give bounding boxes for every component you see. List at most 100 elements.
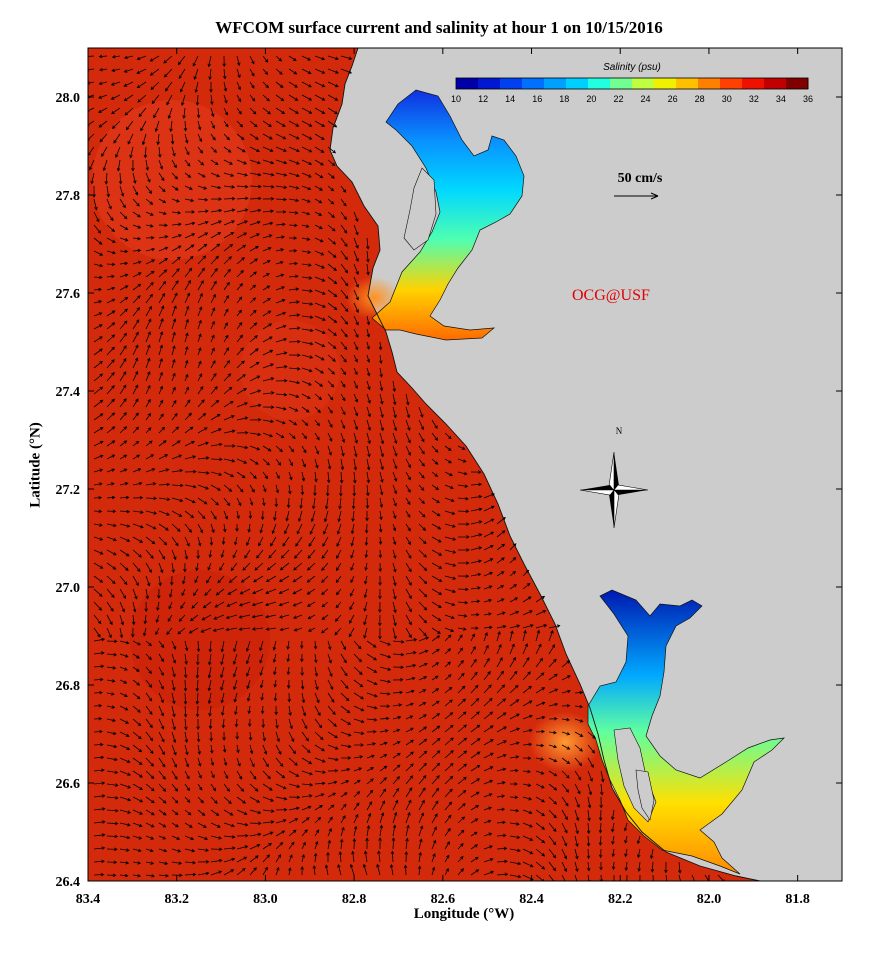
current-arrow <box>119 718 130 724</box>
current-arrow <box>418 636 430 642</box>
current-arrow <box>379 666 392 671</box>
current-arrow <box>288 484 292 495</box>
current-arrow <box>236 159 248 165</box>
current-arrow <box>223 757 228 767</box>
current-arrow <box>183 705 188 718</box>
current-arrow <box>88 55 95 59</box>
current-arrow <box>364 575 368 585</box>
x-axis: 83.4 83.2 83.0 82.8 82.6 82.4 82.2 82.0 81.8 <box>76 48 810 907</box>
current-arrow <box>210 399 220 408</box>
current-arrow <box>636 835 641 845</box>
current-arrow <box>222 731 226 741</box>
current-arrow <box>496 767 507 772</box>
current-arrow <box>223 429 236 434</box>
current-arrow <box>308 536 316 547</box>
current-arrow <box>600 770 605 783</box>
current-arrow <box>321 601 329 608</box>
current-arrow <box>470 599 481 604</box>
current-arrow <box>197 471 210 475</box>
current-arrow <box>171 705 176 718</box>
current-arrow <box>119 371 127 382</box>
current-arrow <box>158 344 163 356</box>
current-arrow <box>155 614 160 623</box>
current-arrow <box>88 67 95 72</box>
current-arrow <box>106 834 119 839</box>
current-arrow <box>548 848 557 859</box>
current-arrow <box>327 224 336 232</box>
current-arrow <box>470 738 481 746</box>
current-arrow <box>313 640 318 650</box>
current-arrow <box>93 820 106 824</box>
current-arrow <box>184 744 189 756</box>
current-arrow <box>145 562 152 574</box>
current-arrow <box>444 510 456 515</box>
current-arrow <box>224 444 236 448</box>
current-arrow <box>509 755 520 759</box>
current-arrow <box>483 571 494 577</box>
current-arrow <box>444 471 453 477</box>
current-arrow <box>119 666 128 671</box>
current-arrow <box>106 718 117 722</box>
current-arrow <box>171 536 179 547</box>
current-arrow <box>262 377 275 382</box>
current-arrow <box>262 133 273 140</box>
colorbar-cell <box>478 78 501 89</box>
current-arrow <box>275 68 283 75</box>
current-arrow <box>444 627 455 633</box>
current-arrow <box>171 172 178 180</box>
y-axis: 28.027.827.627.427.227.026.826.626.4 <box>56 91 842 890</box>
current-arrow <box>249 297 257 304</box>
current-arrow <box>300 653 304 663</box>
current-arrow <box>132 796 144 803</box>
current-arrow <box>140 120 147 132</box>
current-arrow <box>184 146 190 156</box>
current-arrow <box>106 385 115 395</box>
current-arrow <box>275 324 287 330</box>
current-arrow <box>212 627 225 632</box>
current-arrow <box>327 354 336 362</box>
current-arrow <box>184 718 188 731</box>
map-frame <box>87 47 843 882</box>
current-arrow <box>509 713 520 720</box>
current-arrow <box>314 406 321 414</box>
current-arrow <box>561 835 568 847</box>
current-arrow <box>340 198 347 207</box>
current-arrow <box>111 54 121 59</box>
current-arrow <box>119 509 131 514</box>
current-arrow <box>274 705 278 716</box>
current-arrow <box>93 440 104 447</box>
current-arrow <box>158 305 165 317</box>
current-arrow <box>163 68 173 78</box>
current-arrow <box>249 867 257 876</box>
current-arrow <box>184 373 189 382</box>
current-arrow <box>171 523 181 532</box>
current-arrow <box>262 159 275 165</box>
current-arrow <box>321 588 329 596</box>
current-arrow <box>392 715 402 720</box>
current-arrow <box>470 612 480 617</box>
current-arrow <box>353 328 359 338</box>
current-arrow <box>288 300 300 304</box>
current-arrow <box>223 471 235 478</box>
current-arrow <box>93 413 104 421</box>
current-arrow <box>193 588 199 597</box>
current-arrow <box>301 146 313 153</box>
current-arrow <box>431 445 439 453</box>
current-arrow <box>106 334 116 343</box>
current-arrow <box>223 373 232 382</box>
current-arrow <box>301 107 313 114</box>
current-arrow <box>599 796 603 809</box>
current-arrow <box>353 380 358 389</box>
current-arrow <box>307 627 316 632</box>
current-arrow <box>353 755 364 759</box>
current-arrow <box>158 454 169 460</box>
current-arrow <box>286 666 291 676</box>
current-arrow <box>288 419 298 426</box>
current-arrow <box>210 334 215 343</box>
x-tick-label: 82.8 <box>342 892 367 907</box>
current-arrow <box>457 522 470 526</box>
current-arrow <box>149 68 160 76</box>
current-arrow <box>158 679 164 690</box>
current-arrow <box>208 640 213 653</box>
current-arrow <box>197 848 210 852</box>
